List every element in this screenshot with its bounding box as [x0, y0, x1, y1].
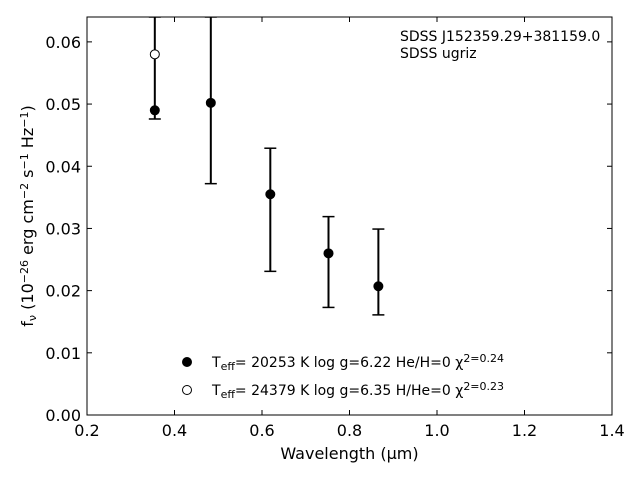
- annotation-line-2: SDSS ugriz: [400, 46, 477, 62]
- legend: Teff= 20253 K log g=6.22 He/H=0 χ2=0.24 T…: [182, 352, 504, 401]
- y-tick-label: 0.06: [45, 33, 81, 52]
- data-point-filled: [149, 105, 160, 116]
- x-tick-label: 0.6: [249, 421, 274, 440]
- legend-marker: [182, 357, 192, 367]
- marker-group: [149, 49, 384, 292]
- x-tick-label: 0.4: [162, 421, 187, 440]
- x-tick-label: 1.4: [599, 421, 624, 440]
- legend-label: Teff= 20253 K log g=6.22 He/H=0 χ2=0.24: [211, 352, 504, 373]
- y-tick-label: 0.05: [45, 95, 81, 114]
- y-tick-label: 0.01: [45, 344, 81, 363]
- data-point-filled: [323, 248, 334, 259]
- plot-frame: [86, 16, 613, 416]
- y-tick-label: 0.00: [45, 406, 81, 425]
- tick-label-group: 0.2 0.4 0.6 0.8 1.0 1.2 1.4 0.00 0.01 0.02 0.03 0.0…: [45, 33, 624, 440]
- x-tick-label: 0.2: [74, 421, 99, 440]
- data-point-filled: [373, 281, 384, 292]
- x-tick-label: 1.2: [512, 421, 537, 440]
- plot-area: [87, 17, 612, 415]
- y-axis-label: fν (10−26 erg cm−2 s−1 Hz−1): [18, 105, 39, 326]
- data-point-filled: [265, 189, 276, 200]
- y-tick-label: 0.04: [45, 157, 81, 176]
- data-point-filled: [205, 97, 216, 108]
- y-tick-label: 0.02: [45, 282, 81, 301]
- data-point-open: [149, 49, 160, 60]
- x-axis-label: Wavelength (μm): [280, 444, 418, 463]
- x-tick-label: 0.8: [337, 421, 362, 440]
- annotation-line-1: SDSS J152359.29+381159.0: [400, 29, 600, 45]
- y-tick-label: 0.03: [45, 219, 81, 238]
- x-tick-label: 1.0: [424, 421, 449, 440]
- legend-label: Teff= 24379 K log g=6.35 H/He=0 χ2=0.23: [211, 380, 504, 401]
- legend-marker: [182, 385, 192, 395]
